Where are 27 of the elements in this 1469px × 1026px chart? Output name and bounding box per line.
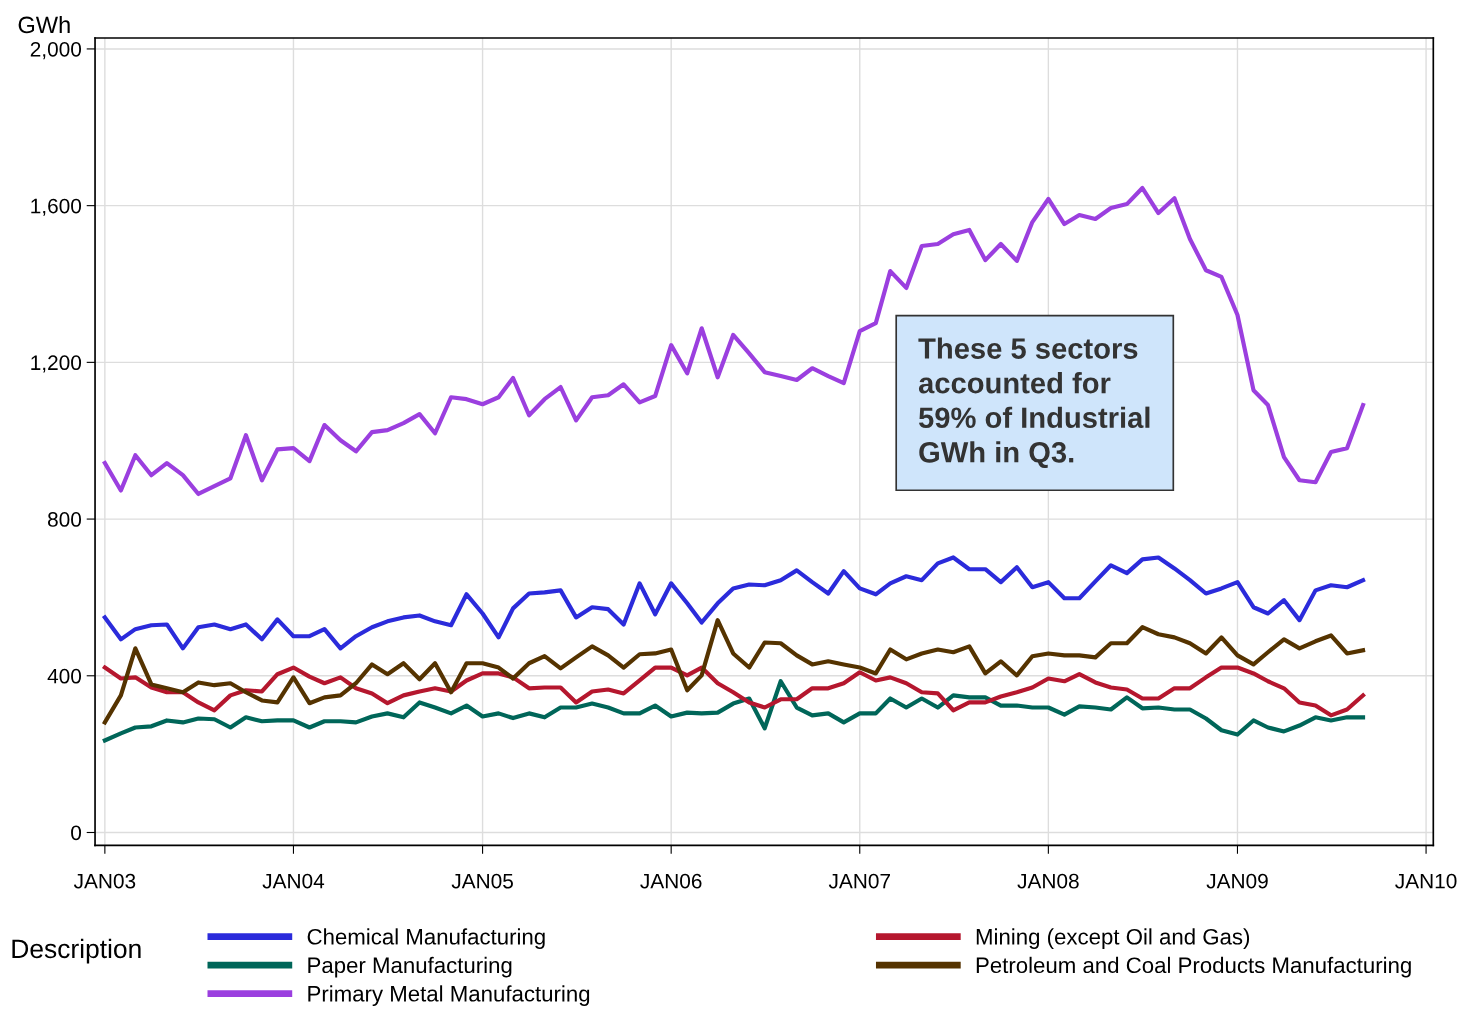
annotation: These 5 sectors accounted for 59% of Industrial GWh in Q3. [918,337,1150,469]
line-series [102,665,1366,718]
x-tick-label: JAN10 [1395,873,1457,889]
legend-title: Description [12,938,141,964]
line-series [102,185,1366,497]
x-tick-label: JAN08 [1017,873,1079,889]
x-tick-label: JAN04 [262,873,325,889]
legend-label: Paper Manufacturing [308,956,512,978]
y-axis-title: GWh [18,15,70,34]
y-tick-label: 800 [48,512,82,527]
x-tick-label: JAN03 [73,873,136,889]
x-tick-label: JAN06 [640,873,702,889]
y-tick-label: 1,600 [31,198,82,216]
line-series [102,555,1366,651]
y-tick-label: 1,200 [31,355,82,373]
x-tick-label: JAN07 [828,873,890,889]
y-tick-label: 0 [71,825,82,841]
x-tick-label: JAN09 [1206,873,1268,889]
x-tick-label: JAN05 [451,873,513,889]
y-tick-label: 400 [47,668,82,684]
legend-label: Petroleum and Coal Products Manufacturing [976,956,1411,978]
legend-label: Mining (except Oil and Gas) [976,928,1250,950]
line-series [102,679,1366,743]
legend-label: Chemical Manufacturing [307,928,545,950]
line-series [102,618,1366,725]
y-tick-label: 2,000 [30,41,82,60]
legend-label: Primary Metal Manufacturing [308,985,590,1006]
